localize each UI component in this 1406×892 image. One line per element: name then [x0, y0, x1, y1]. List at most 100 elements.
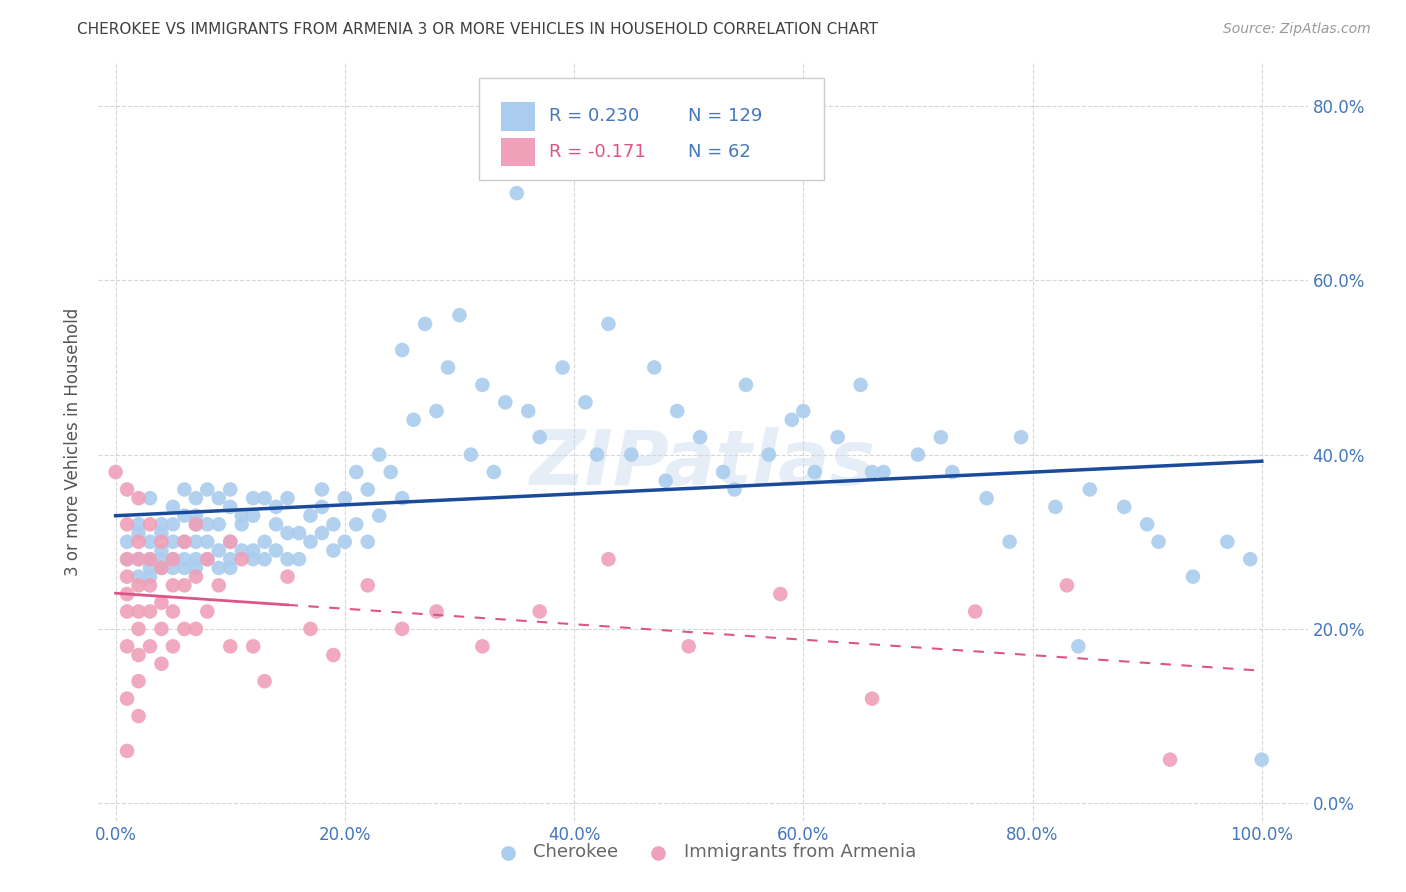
Point [758, 448, 780, 462]
Point [150, 561, 173, 575]
Point [219, 500, 242, 514]
Point [208, 517, 231, 532]
Point [128, 534, 150, 549]
Point [288, 552, 311, 566]
Point [253, 552, 276, 566]
Point [208, 543, 231, 558]
Point [208, 561, 231, 575]
Point [195, 605, 218, 619]
Point [368, 508, 391, 523]
Point [128, 605, 150, 619]
Point [1159, 753, 1181, 767]
Point [471, 377, 494, 392]
Point [219, 483, 242, 497]
Point [1056, 578, 1078, 592]
Point [104, 465, 127, 479]
Point [907, 448, 929, 462]
Point [150, 517, 173, 532]
Point [413, 317, 436, 331]
Point [1010, 430, 1032, 444]
Point [322, 543, 344, 558]
Point [150, 534, 173, 549]
Point [803, 465, 825, 479]
Point [128, 569, 150, 583]
Point [219, 640, 242, 654]
Point [150, 596, 173, 610]
Point [128, 552, 150, 566]
Point [860, 465, 883, 479]
Point [173, 578, 195, 592]
Point [391, 491, 413, 506]
Point [115, 517, 138, 532]
Point [253, 491, 276, 506]
Point [517, 404, 540, 418]
Point [344, 465, 367, 479]
Point [391, 343, 413, 357]
Point [173, 534, 195, 549]
FancyBboxPatch shape [501, 102, 534, 130]
Legend: Cherokee, Immigrants from Armenia: Cherokee, Immigrants from Armenia [482, 836, 924, 869]
Point [231, 552, 253, 566]
Point [115, 587, 138, 601]
Point [333, 534, 356, 549]
Point [620, 448, 643, 462]
Point [162, 517, 184, 532]
Point [425, 404, 447, 418]
Point [115, 640, 138, 654]
Text: R = 0.230: R = 0.230 [550, 107, 640, 125]
Point [139, 517, 162, 532]
Point [219, 552, 242, 566]
Point [780, 413, 803, 427]
Point [173, 483, 195, 497]
Point [311, 526, 333, 541]
Point [128, 491, 150, 506]
Point [368, 448, 391, 462]
Point [277, 569, 299, 583]
Point [162, 578, 184, 592]
Point [231, 543, 253, 558]
Point [173, 622, 195, 636]
Point [162, 534, 184, 549]
Point [849, 377, 872, 392]
Point [150, 543, 173, 558]
Point [184, 552, 207, 566]
Point [162, 552, 184, 566]
Point [1216, 534, 1239, 549]
Point [333, 491, 356, 506]
Point [139, 640, 162, 654]
Text: ZIPatlas: ZIPatlas [530, 427, 876, 501]
Point [173, 561, 195, 575]
Point [139, 605, 162, 619]
Point [139, 578, 162, 592]
Point [162, 500, 184, 514]
Text: R = -0.171: R = -0.171 [550, 143, 647, 161]
Point [357, 483, 380, 497]
Point [299, 508, 322, 523]
Point [277, 491, 299, 506]
Point [208, 491, 231, 506]
Point [598, 317, 620, 331]
Point [277, 526, 299, 541]
Point [1114, 500, 1136, 514]
Point [253, 534, 276, 549]
Point [735, 377, 758, 392]
Point [1147, 534, 1170, 549]
Point [115, 744, 138, 758]
Point [711, 465, 734, 479]
Point [139, 552, 162, 566]
Point [195, 552, 218, 566]
Point [139, 569, 162, 583]
Point [1181, 569, 1204, 583]
Point [311, 483, 333, 497]
Point [139, 534, 162, 549]
Point [162, 640, 184, 654]
FancyBboxPatch shape [479, 78, 824, 180]
Point [264, 543, 287, 558]
Point [792, 404, 814, 418]
Y-axis label: 3 or more Vehicles in Household: 3 or more Vehicles in Household [65, 308, 83, 575]
Point [311, 500, 333, 514]
Point [529, 605, 551, 619]
Point [437, 360, 460, 375]
Point [494, 395, 516, 409]
Point [242, 491, 264, 506]
